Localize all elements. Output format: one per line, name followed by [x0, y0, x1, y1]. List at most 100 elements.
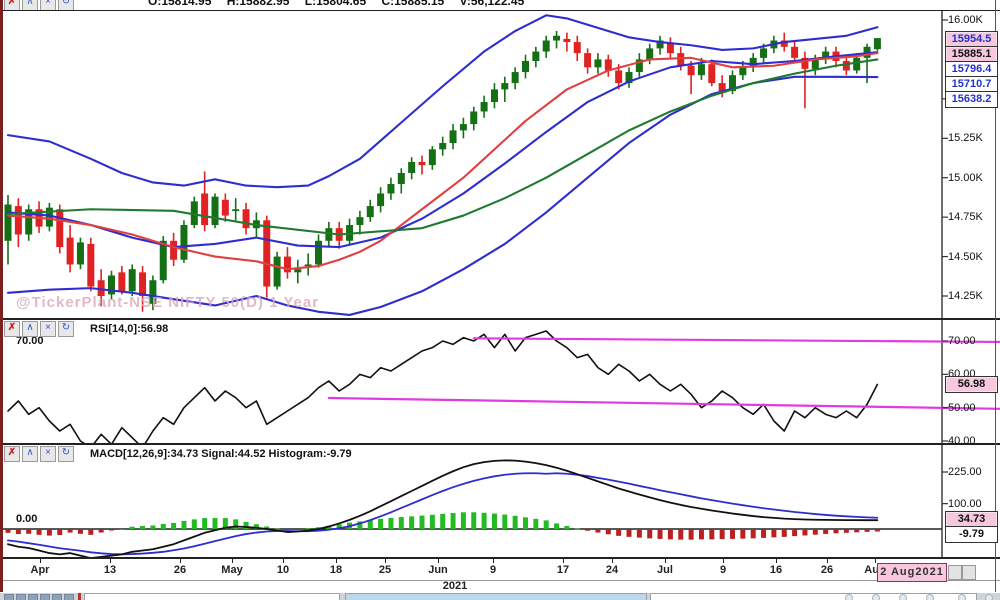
taskbar-sliver[interactable]	[0, 593, 1000, 600]
x-tick-mark	[385, 559, 386, 563]
x-tick-mark	[612, 559, 613, 563]
taskbar-icon[interactable]	[64, 594, 74, 600]
rsi-overbought-label: 70.00	[16, 335, 44, 347]
refresh-icon[interactable]: ↻	[58, 0, 74, 10]
pin-icon[interactable]: ✗	[4, 446, 20, 462]
axis-scroll-left-button[interactable]	[948, 565, 962, 580]
macd-tick-label: 225.00	[948, 466, 982, 478]
price-level-box: 15710.7	[945, 76, 998, 93]
close-icon[interactable]: ×	[40, 321, 56, 337]
refresh-icon[interactable]: ↻	[58, 321, 74, 337]
refresh-icon[interactable]: ↻	[58, 446, 74, 462]
taskbar-field[interactable]	[84, 593, 340, 600]
window-right-border	[995, 0, 996, 592]
rsi-header: ✗ ∧ × ↻ RSI[14,0]:56.98	[0, 321, 168, 337]
year-row: 2021	[0, 580, 1000, 594]
collapse-icon[interactable]: ∧	[22, 321, 38, 337]
taskbar-button[interactable]	[899, 594, 907, 600]
x-tick-label: 10	[276, 564, 290, 576]
macd-header: ✗ ∧ × ↻ MACD[12,26,9]:34.73 Signal:44.52…	[0, 446, 352, 462]
x-tick-label: 18	[329, 564, 343, 576]
macd-tick-label: 100.00	[948, 497, 982, 510]
last-date-box: 2 Aug2021	[877, 563, 947, 582]
x-tick-mark	[110, 559, 111, 563]
x-tick-mark	[827, 559, 828, 563]
x-tick-label: 17	[556, 564, 570, 576]
close-icon[interactable]: ×	[40, 446, 56, 462]
rsi-value-box: 56.98	[945, 376, 998, 394]
time-axis[interactable]: Apr 13 26 May 10 18 25 Jun 9 17 24 Jul 9 16 26 Aug 2 Au…	[0, 557, 1000, 582]
rsi-tick-label: 50.00	[948, 401, 976, 414]
year-label: 2021	[442, 580, 468, 592]
macd-chart[interactable]	[0, 445, 1000, 559]
x-tick-label: 24	[605, 564, 619, 576]
macd-panel[interactable]: ✗ ∧ × ↻ MACD[12,26,9]:34.73 Signal:44.52…	[0, 443, 1000, 559]
rsi-tick-label: 70.00	[948, 335, 976, 347]
macd-title: MACD[12,26,9]:34.73 Signal:44.52 Histogr…	[90, 448, 352, 460]
rsi-title: RSI[14,0]:56.98	[90, 323, 169, 335]
x-tick-mark	[40, 559, 41, 563]
taskbar-icon[interactable]	[40, 594, 50, 600]
x-tick-label: 26	[820, 564, 834, 576]
x-tick-label: 13	[103, 564, 117, 576]
rsi-chart[interactable]	[0, 320, 1000, 445]
taskbar-button[interactable]	[958, 594, 966, 600]
taskbar-field[interactable]	[345, 593, 647, 600]
x-tick-label: 9	[489, 564, 497, 576]
candlestick-chart[interactable]	[0, 11, 1000, 319]
x-tick-mark	[723, 559, 724, 563]
x-tick-label: 25	[378, 564, 392, 576]
pin-icon[interactable]: ✗	[4, 321, 20, 337]
top-toolbar-strip: ✗ ∧ × ↻ O:15814.95 H:15882.95 L:15804.65…	[0, 0, 1000, 10]
x-tick-label: Jun	[428, 564, 448, 576]
price-panel[interactable]: @TickerPlant-NSE NIFTY 50(D) 1 Year 16.0…	[0, 10, 1000, 319]
price-level-box: 15638.2	[945, 91, 998, 108]
price-level-box: 15796.4	[945, 61, 998, 78]
x-tick-label: Apr	[30, 564, 50, 576]
collapse-icon[interactable]: ∧	[22, 0, 38, 10]
chart-panel-toolbar: ✗ ∧ × ↻	[4, 0, 74, 10]
collapse-icon[interactable]: ∧	[22, 446, 38, 462]
x-tick-mark	[336, 559, 337, 563]
price-tick-label: 14.25K	[948, 290, 983, 302]
x-tick-mark	[283, 559, 284, 563]
price-tick-label: 14.75K	[948, 211, 983, 224]
x-tick-mark	[232, 559, 233, 563]
x-tick-mark	[180, 559, 181, 563]
taskbar-icon[interactable]	[4, 594, 14, 600]
x-tick-label: 16	[769, 564, 783, 576]
x-tick-label: May	[221, 564, 243, 576]
taskbar-marker	[78, 593, 81, 600]
price-tick-label: 15.00K	[948, 171, 983, 184]
rsi-panel[interactable]: ✗ ∧ × ↻ RSI[14,0]:56.98 70.00 70.00 60.00…	[0, 318, 1000, 447]
watermark: @TickerPlant-NSE NIFTY 50(D) 1 Year	[16, 294, 320, 311]
taskbar-button[interactable]	[985, 594, 993, 600]
x-tick-mark	[776, 559, 777, 563]
x-tick-label: 26	[173, 564, 187, 576]
price-tick-label: 14.50K	[948, 250, 983, 263]
x-tick-label: Jul	[657, 564, 673, 576]
taskbar-field[interactable]	[650, 593, 977, 600]
pin-icon[interactable]: ✗	[4, 0, 20, 10]
taskbar-button[interactable]	[845, 594, 853, 600]
taskbar-icon[interactable]	[52, 594, 62, 600]
x-tick-mark	[563, 559, 564, 563]
price-tick-label: 16.00K	[948, 14, 983, 26]
taskbar-icon[interactable]	[28, 594, 38, 600]
macd-value-box: -9.79	[945, 526, 998, 543]
x-tick-label: 9	[719, 564, 727, 576]
x-tick-mark	[438, 559, 439, 563]
window-left-border	[0, 0, 3, 592]
close-icon[interactable]: ×	[40, 0, 56, 10]
taskbar-button[interactable]	[872, 594, 880, 600]
taskbar-icon[interactable]	[16, 594, 26, 600]
x-tick-mark	[875, 559, 876, 563]
x-tick-mark	[493, 559, 494, 563]
taskbar-button[interactable]	[926, 594, 934, 600]
macd-zero-label: 0.00	[16, 513, 38, 525]
x-tick-mark	[665, 559, 666, 563]
axis-scroll-right-button[interactable]	[962, 565, 976, 580]
price-tick-label: 15.25K	[948, 132, 983, 145]
ohlc-readout: O:15814.95 H:15882.95 L:15804.65 C:15885…	[148, 0, 525, 8]
